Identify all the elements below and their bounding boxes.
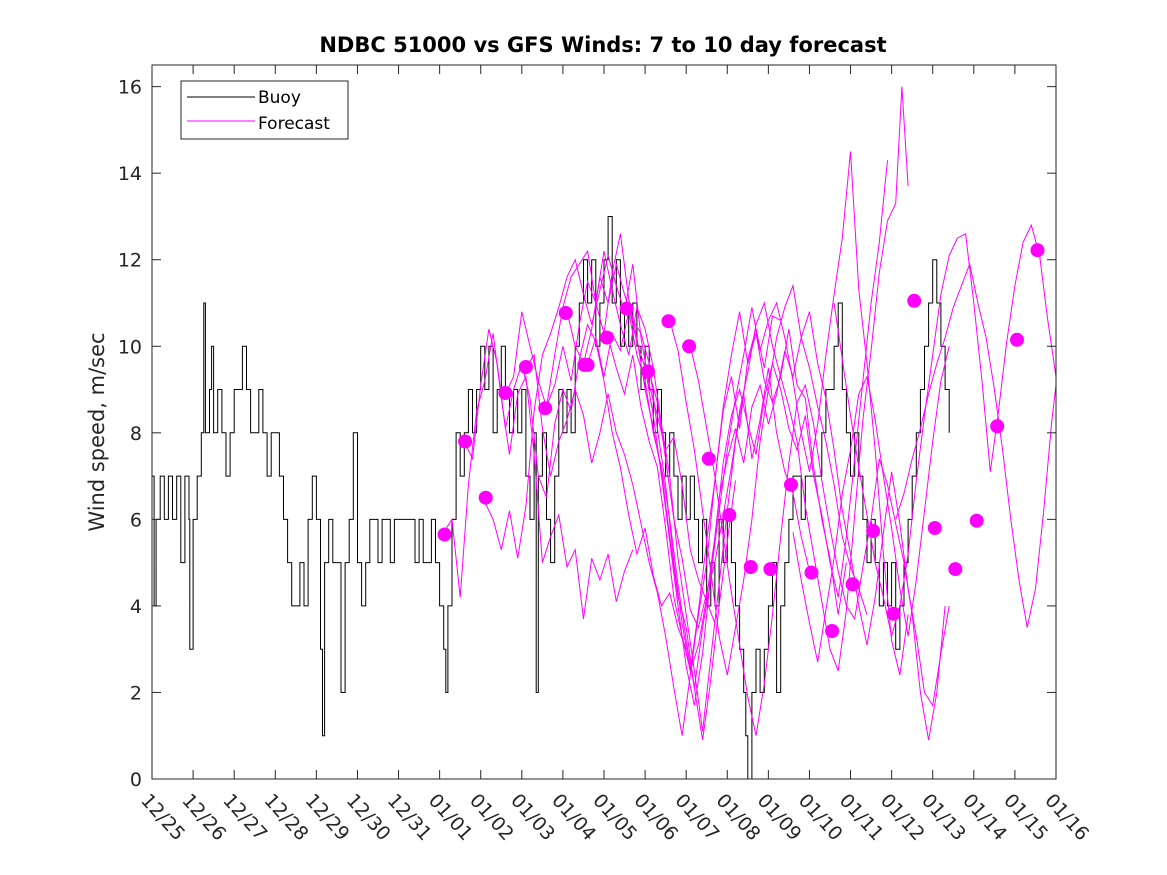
forecast-marker-4	[518, 360, 533, 374]
forecast-marker-2	[478, 490, 493, 505]
x-tick-label-8: 01/02	[465, 790, 518, 845]
plot-series	[152, 86, 1057, 780]
forecast-series-line-3	[484, 255, 716, 624]
forecast-series-line-12	[669, 283, 950, 707]
forecast-marker-3	[498, 386, 513, 400]
forecast-marker-23	[886, 606, 901, 621]
x-tick-label-6: 12/31	[383, 790, 436, 845]
x-tick-label-0: 12/25	[136, 790, 189, 845]
forecast-marker-1	[458, 434, 473, 449]
forecast-marker-8	[580, 357, 595, 372]
forecast-series-line-13	[689, 346, 946, 741]
forecast-marker-26	[948, 562, 963, 577]
x-tick-label-13: 01/07	[670, 790, 723, 845]
forecast-marker-5	[538, 401, 553, 416]
forecast-marker-24	[907, 293, 922, 308]
y-tick-label-6: 6	[130, 509, 142, 531]
forecast-series-line-16	[895, 262, 1057, 628]
x-tick-label-22: 01/16	[1040, 790, 1093, 845]
y-tick-label-14: 14	[118, 163, 142, 185]
forecast-marker-12	[661, 314, 676, 329]
forecast-series-line-11	[648, 86, 909, 671]
x-tick-label-1: 12/26	[177, 790, 230, 845]
y-axis-label: Wind speed, m/sec	[85, 332, 109, 531]
x-tick-label-9: 01/03	[506, 790, 559, 845]
forecast-marker-27	[969, 513, 984, 528]
x-tick-label-19: 01/13	[917, 790, 970, 845]
forecast-marker-22	[866, 524, 881, 538]
forecast-marker-13	[682, 339, 697, 354]
forecast-series-line-4	[504, 233, 736, 741]
forecast-marker-25	[927, 521, 942, 535]
forecast-marker-10	[619, 301, 634, 316]
forecast-marker-14	[701, 451, 716, 466]
forecast-marker-21	[845, 577, 860, 592]
forecast-marker-11	[641, 364, 655, 379]
x-tick-label-14: 01/08	[712, 790, 765, 845]
x-tick-label-3: 12/28	[260, 790, 313, 845]
x-tick-label-15: 01/09	[753, 790, 806, 845]
x-tick-label-10: 01/04	[547, 790, 600, 845]
forecast-series-line-5	[525, 315, 781, 736]
y-tick-label-16: 16	[118, 77, 142, 99]
forecast-series-line-10	[628, 151, 909, 706]
x-tick-label-16: 01/10	[794, 790, 847, 845]
x-tick-label-12: 01/06	[629, 790, 682, 845]
y-tick-label-0: 0	[130, 769, 142, 791]
y-tick-label-8: 8	[130, 423, 142, 445]
x-tick-label-17: 01/11	[835, 790, 888, 845]
forecast-marker-16	[743, 560, 758, 574]
y-tick-label-2: 2	[130, 682, 142, 704]
x-tick-label-4: 12/29	[301, 790, 354, 845]
forecast-marker-28	[990, 419, 1005, 434]
x-tick-label-5: 12/30	[342, 790, 395, 845]
forecast-series-line-1	[443, 333, 634, 619]
forecast-series-line-9	[607, 160, 888, 673]
forecast-marker-20	[825, 624, 840, 638]
forecast-marker-0	[437, 527, 452, 542]
x-tick-label-18: 01/12	[876, 790, 929, 845]
y-tick-label-4: 4	[130, 596, 142, 618]
x-tick-label-11: 01/05	[588, 790, 641, 845]
forecast-marker-18	[784, 477, 798, 492]
legend-box	[180, 80, 349, 140]
forecast-marker-9	[599, 330, 614, 345]
x-tick-label-2: 12/27	[218, 790, 271, 845]
forecast-series-line-15	[833, 223, 1057, 637]
forecast-marker-17	[763, 562, 778, 577]
legend-forecast-label: Forecast	[258, 114, 330, 134]
forecast-marker-30	[1030, 243, 1045, 258]
legend-buoy-label: Buoy	[258, 88, 301, 108]
forecast-marker-15	[722, 508, 737, 522]
y-tick-label-10: 10	[118, 336, 142, 358]
y-tick-label-12: 12	[118, 250, 142, 272]
buoy-series-line	[152, 216, 950, 780]
y-axis-ticks: 0 2 4 6 8 10 12 14 16	[118, 77, 1056, 791]
forecast-marker-19	[804, 565, 819, 580]
forecast-series-line-14	[792, 346, 950, 663]
x-tick-label-7: 01/01	[424, 790, 477, 845]
legend: Buoy Forecast	[180, 80, 349, 140]
forecast-series-line-8	[587, 311, 868, 689]
x-tick-label-20: 01/14	[958, 790, 1011, 845]
forecast-marker-29	[1010, 332, 1024, 347]
chart-title: NDBC 51000 vs GFS Winds: 7 to 10 day for…	[319, 33, 886, 57]
forecast-marker-6	[558, 306, 573, 320]
x-tick-label-21: 01/15	[999, 790, 1052, 845]
